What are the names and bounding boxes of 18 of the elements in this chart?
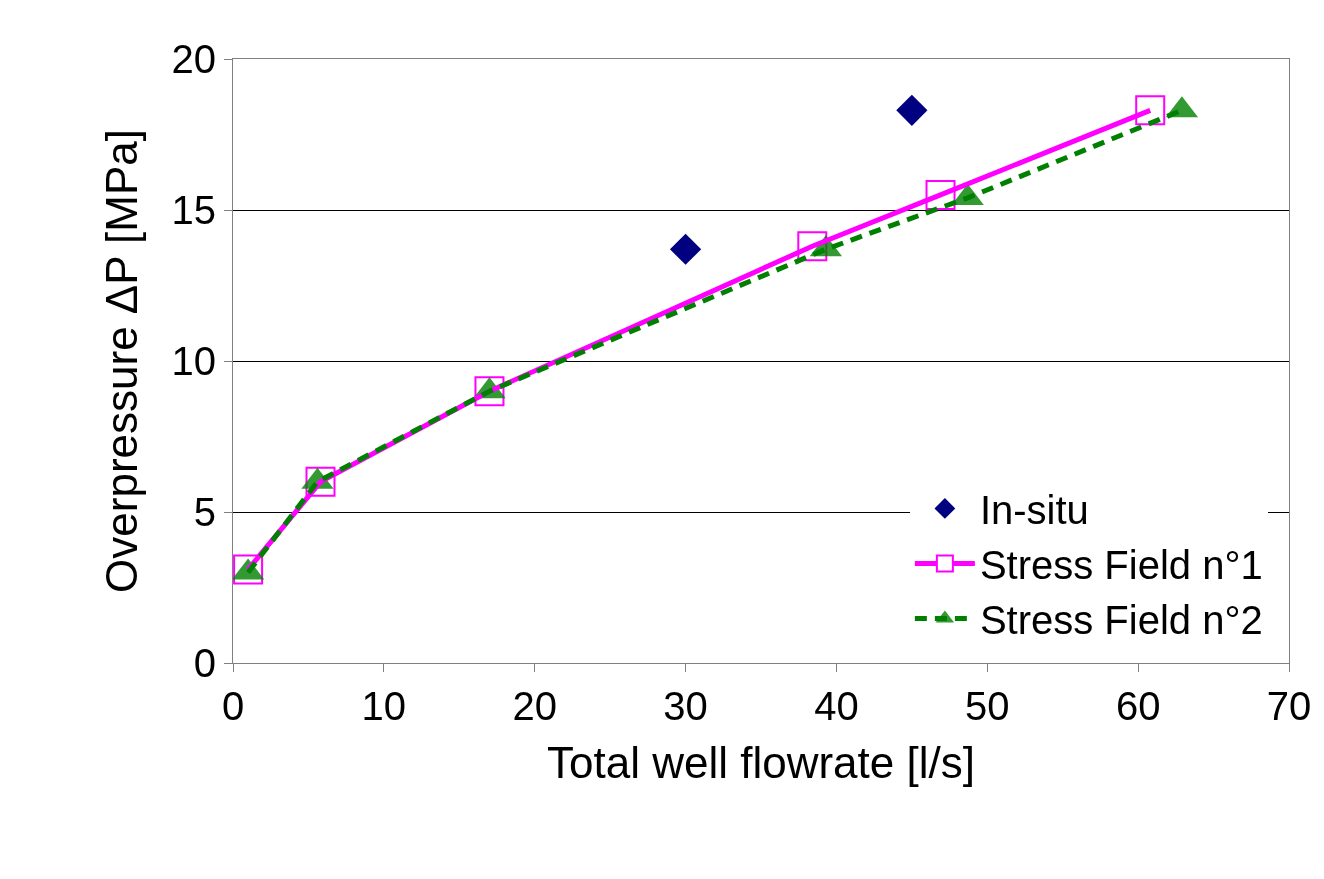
legend-label: Stress Field n°2: [979, 598, 1263, 643]
y-tick-label: 15: [171, 188, 216, 232]
x-axis-title: Total well flowrate [l/s]: [547, 738, 975, 788]
x-tick-label: 60: [1115, 684, 1161, 728]
x-tick-label: 30: [663, 684, 708, 728]
x-tick-label: 50: [965, 684, 1010, 728]
y-tick-label: 5: [193, 490, 216, 534]
x-tick-label: 40: [814, 684, 859, 728]
legend-label: Stress Field n°1: [979, 543, 1263, 588]
x-tick-label: 0: [221, 684, 245, 728]
legend-label: In-situ: [979, 488, 1089, 533]
x-tick-label: 20: [512, 684, 557, 728]
y-tick-label: 10: [171, 339, 216, 383]
y-axis-title: Overpressure ΔP [MPa]: [96, 129, 146, 593]
y-tick-label: 20: [171, 37, 216, 81]
y-tick-label: 0: [193, 641, 216, 685]
x-tick-label: 70: [1266, 684, 1312, 728]
x-tick-label: 10: [361, 684, 407, 728]
